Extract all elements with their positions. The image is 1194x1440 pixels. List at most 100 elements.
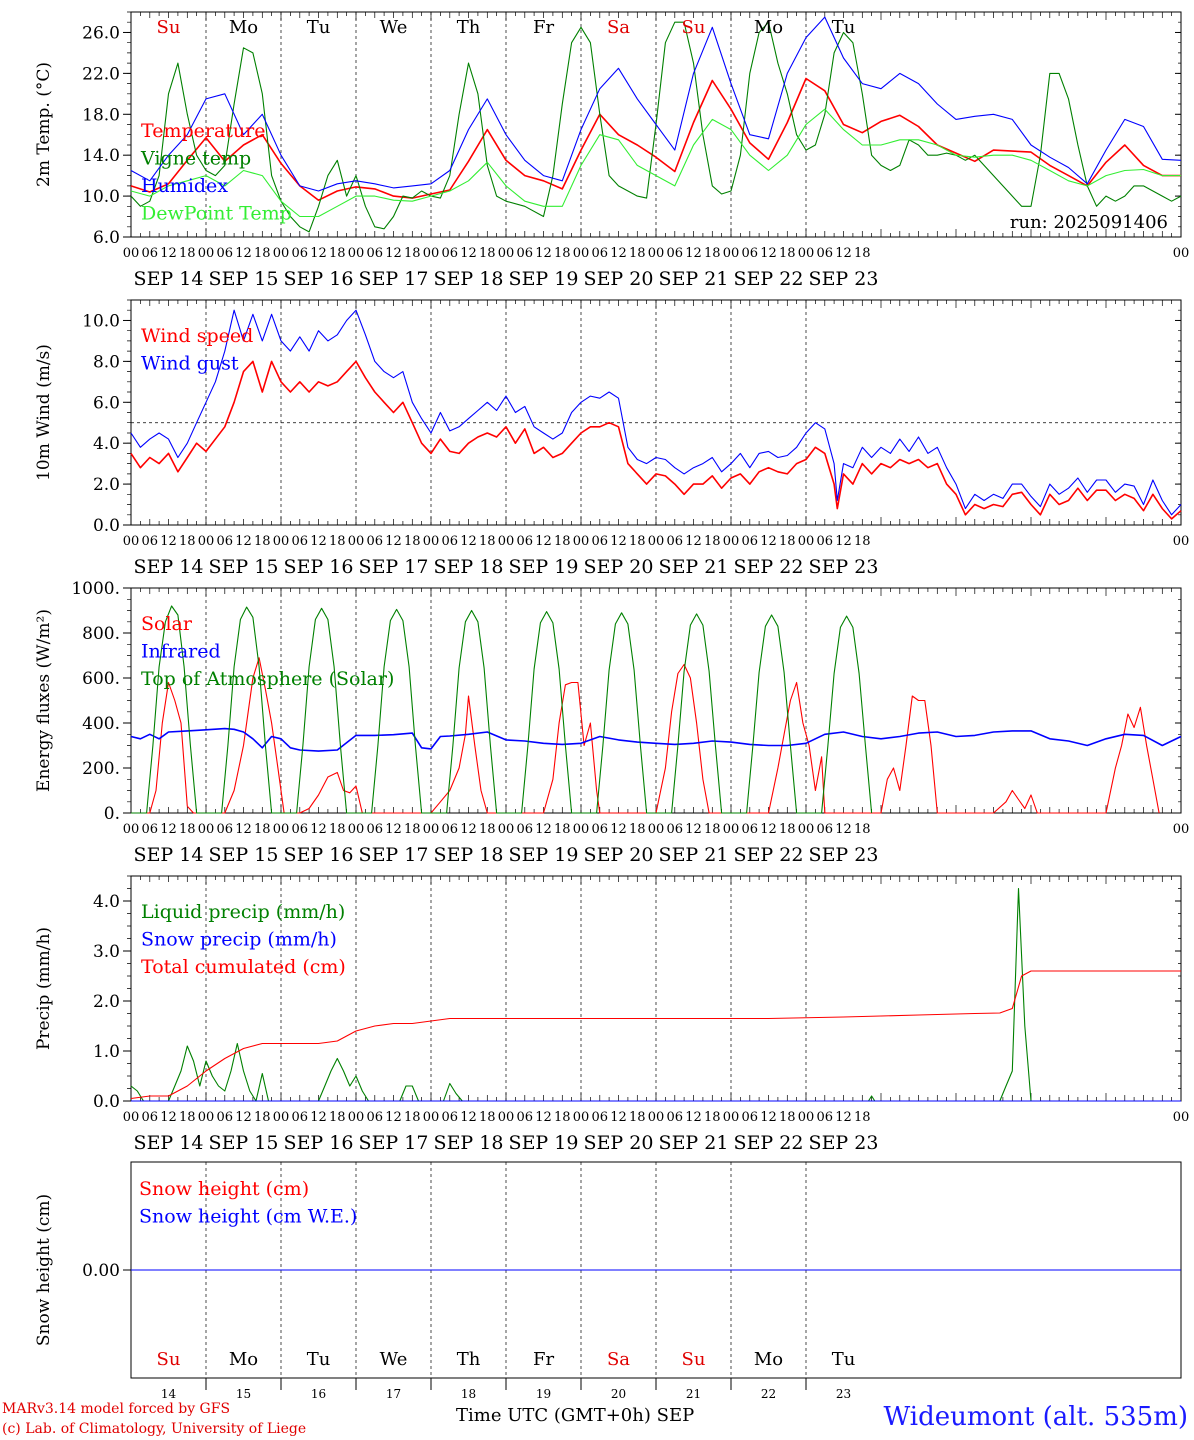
weekday-label: Fr (533, 17, 554, 38)
lab-credit-line: (c) Lab. of Climatology, University of L… (2, 1421, 307, 1437)
hour-tick-label: 06 (591, 534, 608, 549)
hour-tick-label: 06 (741, 822, 758, 837)
hour-tick-label: 00 (498, 822, 515, 837)
hour-tick-label: 18 (179, 534, 196, 549)
hour-tick-label: 18 (254, 1110, 271, 1125)
hour-tick-label: 12 (760, 1110, 777, 1125)
hour-tick-label: 12 (685, 1110, 702, 1125)
hour-tick-label: 06 (816, 1110, 833, 1125)
hour-tick-label: 06 (666, 246, 683, 261)
weekday-label: Mo (754, 1349, 783, 1370)
hour-tick-label: 12 (460, 1110, 477, 1125)
hour-tick-label: 00 (423, 246, 440, 261)
hour-tick-label: 18 (554, 822, 571, 837)
y-tick-label: 1.0 (93, 1042, 120, 1062)
y-tick-label: 3.0 (93, 942, 120, 962)
y-tick-label: 10.0 (82, 187, 120, 207)
hour-tick-label: 18 (854, 534, 871, 549)
y-tick-label: 14.0 (82, 146, 120, 166)
hour-tick-label: 06 (216, 1110, 233, 1125)
hour-tick-label: 00 (723, 822, 740, 837)
date-label: SEP 23 (809, 1132, 879, 1154)
hour-tick-label: 18 (329, 534, 346, 549)
hour-tick-label: 12 (310, 534, 327, 549)
hour-tick-label: 18 (629, 822, 646, 837)
hour-tick-label: 00 (723, 246, 740, 261)
hour-tick-label: 12 (235, 1110, 252, 1125)
date-label: SEP 20 (584, 1132, 654, 1154)
hour-tick-label: 18 (779, 1110, 796, 1125)
hour-tick-label: 00 (198, 1110, 215, 1125)
hour-tick-label: 18 (479, 246, 496, 261)
hour-tick-label: 00 (198, 534, 215, 549)
hour-tick-label: 06 (666, 1110, 683, 1125)
hour-tick-label: 06 (591, 1110, 608, 1125)
hour-tick-label: 18 (704, 1110, 721, 1125)
legend-label: Vigne temp (140, 148, 251, 170)
hour-tick-label: 18 (779, 534, 796, 549)
hour-tick-label: 00 (723, 534, 740, 549)
y-minor-ticks (127, 299, 1181, 526)
date-label: SEP 15 (209, 1132, 279, 1154)
hour-tick-label: 18 (704, 822, 721, 837)
hour-tick-label: 18 (779, 246, 796, 261)
hour-tick-label: 18 (254, 534, 271, 549)
hour-tick-label: 12 (385, 1110, 402, 1125)
hour-tick-label: 00 (123, 822, 140, 837)
hour-tick-label: 18 (329, 246, 346, 261)
hour-tick-label: 18 (404, 1110, 421, 1125)
hour-tick-label: 06 (441, 246, 458, 261)
hour-tick-label: 12 (685, 822, 702, 837)
date-label: SEP 20 (584, 556, 654, 578)
y-axis-label: Snow height (cm) (34, 1194, 54, 1346)
x-minor-ticks (130, 300, 1182, 525)
date-label: SEP 16 (284, 1132, 354, 1154)
hour-tick-label: 00 (648, 1110, 665, 1125)
hour-tick-label: 06 (741, 246, 758, 261)
hour-tick-label: 12 (385, 534, 402, 549)
legend-label: Humidex (141, 175, 228, 197)
x-minor-ticks (130, 12, 1182, 237)
x-minor-ticks (130, 588, 1182, 813)
hour-tick-label: 12 (610, 822, 627, 837)
date-label: SEP 18 (434, 1132, 504, 1154)
hour-tick-label: 06 (291, 822, 308, 837)
weekday-label: Mo (229, 17, 258, 38)
y-tick-label: 4.0 (93, 434, 120, 454)
weekday-label: Su (157, 17, 181, 38)
hour-tick-label: 18 (854, 822, 871, 837)
y-tick-label: 200. (82, 759, 120, 779)
y-tick-label: 2.0 (93, 475, 120, 495)
weekday-label: Su (682, 17, 706, 38)
hour-tick-label: 00 (723, 1110, 740, 1125)
day-number-label: 19 (536, 1387, 551, 1401)
hour-tick-label: 00 (648, 246, 665, 261)
series-line-infrared (130, 727, 1182, 752)
hour-tick-label: 18 (254, 246, 271, 261)
hour-tick-label: 18 (179, 1110, 196, 1125)
hour-tick-label: 12 (160, 1110, 177, 1125)
weekday-label: Tu (307, 1349, 331, 1370)
weekday-label: We (380, 17, 408, 38)
date-label: SEP 14 (134, 1132, 204, 1154)
y-tick-label: 6.0 (93, 228, 120, 248)
hour-tick-label: 18 (629, 534, 646, 549)
weekday-label: Sa (607, 17, 630, 38)
hour-tick-label: 00 (273, 822, 290, 837)
y-tick-label: 1000. (71, 579, 120, 599)
model-credit-line: MARv3.14 model forced by GFS (2, 1401, 231, 1417)
y-tick-label: 0.00 (82, 1261, 120, 1281)
day-number-label: 20 (611, 1387, 626, 1401)
y-tick-label: 26.0 (82, 23, 120, 43)
hour-tick-label: 12 (235, 534, 252, 549)
date-label: SEP 19 (509, 844, 579, 866)
hour-tick-label: 00 (573, 534, 590, 549)
hour-tick-label: 06 (141, 822, 158, 837)
legend-label: Total cumulated (cm) (141, 956, 346, 978)
date-label: SEP 14 (134, 844, 204, 866)
y-tick-label: 400. (82, 714, 120, 734)
hour-tick-label: 18 (479, 534, 496, 549)
hour-tick-label: 12 (610, 534, 627, 549)
hour-tick-label: 00 (1173, 246, 1190, 261)
y-tick-label: 4.0 (93, 892, 120, 912)
